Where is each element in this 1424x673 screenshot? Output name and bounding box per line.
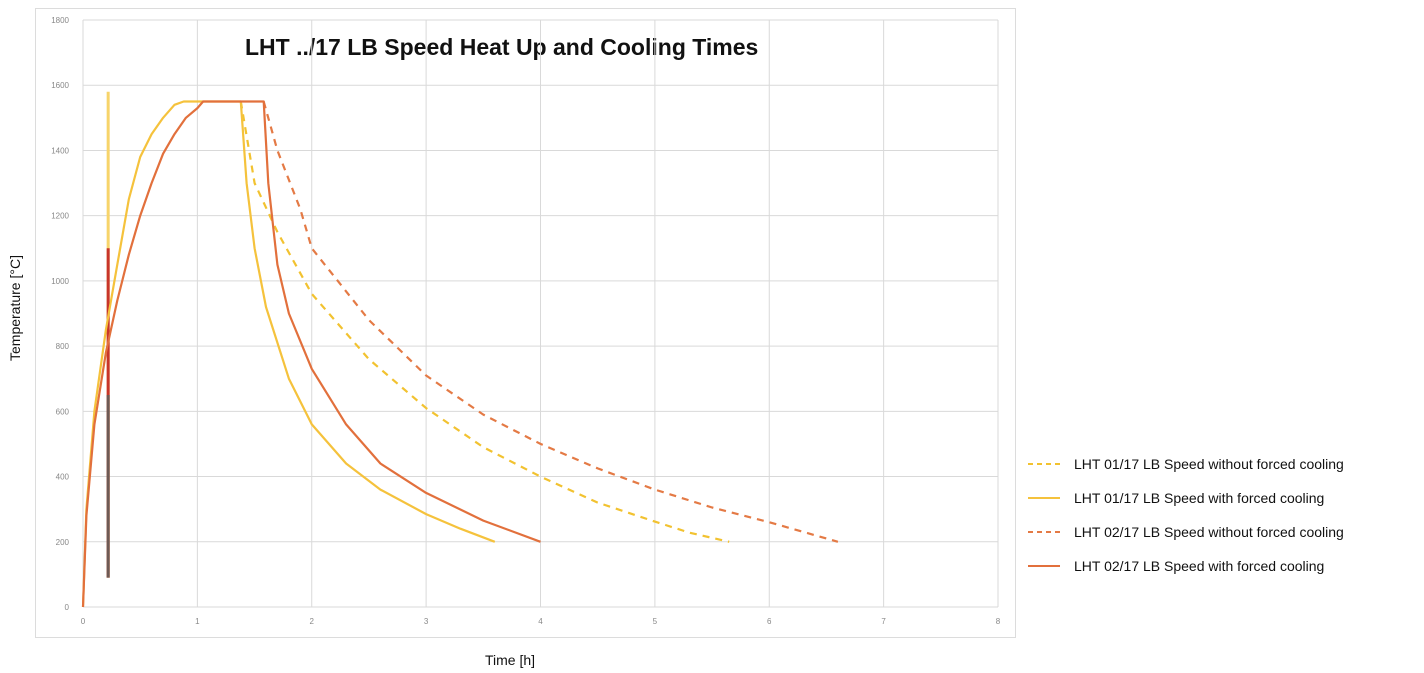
y-tick-label: 400 [56, 473, 70, 482]
x-axis-label: Time [h] [484, 652, 536, 668]
x-tick-label: 0 [81, 617, 86, 626]
y-tick-label: 1400 [51, 146, 69, 155]
chart-title: LHT ../17 LB Speed Heat Up and Cooling T… [245, 34, 759, 60]
series-line-4 [81, 100, 541, 608]
plot-frame [35, 8, 1016, 638]
legend-item: LHT 02/17 LB Speed without forced coolin… [1028, 523, 1424, 541]
legend: LHT 01/17 LB Speed without forced coolin… [1028, 455, 1424, 591]
legend-label: LHT 01/17 LB Speed with forced cooling [1074, 490, 1325, 506]
x-tick-label: 2 [310, 617, 315, 626]
series-line-1 [239, 101, 730, 543]
legend-item: LHT 01/17 LB Speed with forced cooling [1028, 489, 1424, 507]
legend-swatch [1028, 493, 1060, 503]
x-tick-label: 1 [195, 617, 200, 626]
y-tick-label: 600 [56, 407, 70, 416]
x-tick-label: 5 [653, 617, 658, 626]
legend-label: LHT 02/17 LB Speed with forced cooling [1074, 558, 1325, 574]
y-tick-label: 1800 [51, 16, 69, 25]
x-tick-label: 6 [767, 617, 772, 626]
y-tick-label: 0 [65, 603, 70, 612]
y-tick-label: 1200 [51, 212, 69, 221]
x-tick-label: 8 [996, 617, 1001, 626]
legend-label: LHT 02/17 LB Speed without forced coolin… [1074, 524, 1344, 540]
y-tick-label: 800 [56, 342, 70, 351]
legend-item: LHT 01/17 LB Speed without forced coolin… [1028, 455, 1424, 473]
y-tick-label: 1600 [51, 81, 69, 90]
x-tick-label: 3 [424, 617, 429, 626]
x-tick-label: 4 [538, 617, 543, 626]
x-tick-label: 7 [881, 617, 886, 626]
y-tick-label: 1000 [51, 277, 69, 286]
legend-label: LHT 01/17 LB Speed without forced coolin… [1074, 456, 1344, 472]
legend-swatch [1028, 561, 1060, 571]
legend-swatch [1028, 527, 1060, 537]
plot-area: 0 1 2 3 4 5 6 7 8 0 200 400 600 800 1000 1200 1400 1600 18… [51, 16, 1001, 626]
series-line-3 [262, 101, 839, 543]
legend-swatch [1028, 459, 1060, 469]
legend-item: LHT 02/17 LB Speed with forced cooling [1028, 557, 1424, 575]
y-tick-label: 200 [56, 538, 70, 547]
